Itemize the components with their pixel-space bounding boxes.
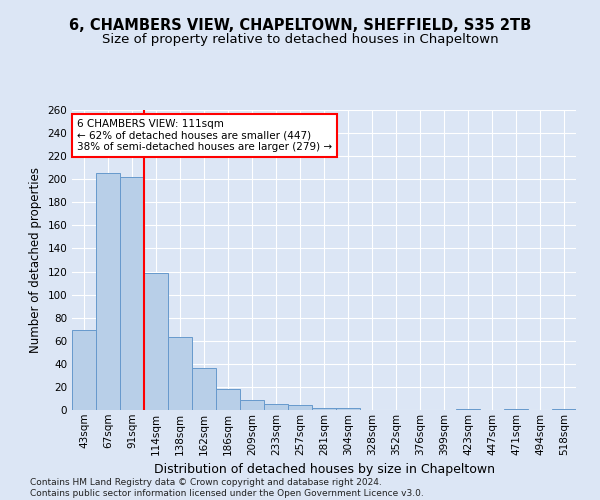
Text: 6, CHAMBERS VIEW, CHAPELTOWN, SHEFFIELD, S35 2TB: 6, CHAMBERS VIEW, CHAPELTOWN, SHEFFIELD,… (69, 18, 531, 32)
Bar (120, 177, 144, 410)
Text: Contains HM Land Registry data © Crown copyright and database right 2024.
Contai: Contains HM Land Registry data © Crown c… (30, 478, 424, 498)
Bar (144, 272, 168, 410)
Bar (96, 174, 120, 410)
Bar (504, 409, 528, 410)
Text: 6 CHAMBERS VIEW: 111sqm
← 62% of detached houses are smaller (447)
38% of semi-d: 6 CHAMBERS VIEW: 111sqm ← 62% of detache… (77, 119, 332, 152)
Bar (336, 408, 360, 410)
Bar (72, 330, 96, 410)
Bar (456, 409, 480, 410)
Bar (288, 406, 312, 410)
Bar (552, 409, 576, 410)
X-axis label: Distribution of detached houses by size in Chapeltown: Distribution of detached houses by size … (154, 463, 494, 476)
Bar (312, 408, 336, 410)
Y-axis label: Number of detached properties: Number of detached properties (29, 167, 42, 353)
Text: Size of property relative to detached houses in Chapeltown: Size of property relative to detached ho… (101, 32, 499, 46)
Bar (264, 404, 288, 410)
Bar (192, 368, 216, 410)
Bar (240, 400, 264, 410)
Bar (216, 389, 240, 410)
Bar (168, 338, 192, 410)
